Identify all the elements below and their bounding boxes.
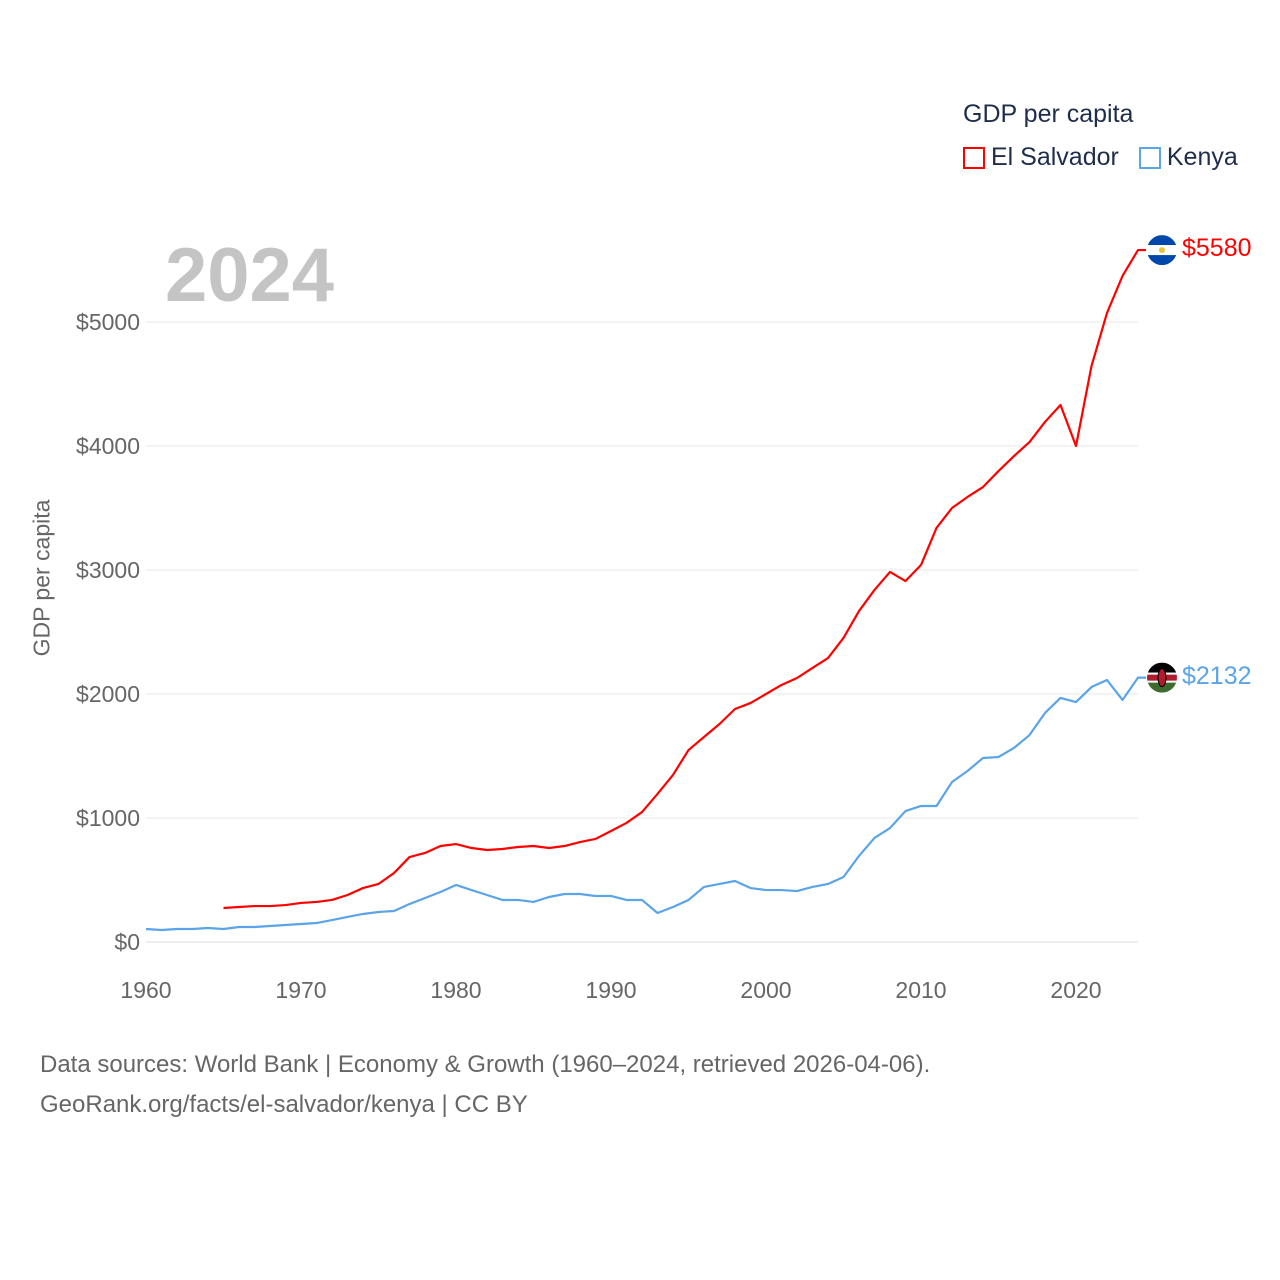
y-tick-label: $2000 [76, 681, 140, 707]
x-tick-label: 1980 [430, 977, 481, 1003]
x-tick-label: 2000 [740, 977, 791, 1003]
end-value-kenya: $2132 [1182, 661, 1252, 690]
x-tick-label: 2010 [895, 977, 946, 1003]
legend-swatch [963, 146, 985, 169]
year-watermark: 2024 [165, 233, 335, 318]
legend: El Salvador Kenya [963, 143, 1238, 172]
legend-item-kenya[interactable]: Kenya [1138, 143, 1238, 172]
x-tick-label: 1970 [275, 977, 326, 1003]
series-line-el-salvador [223, 248, 1146, 910]
x-tick-label: 1960 [120, 977, 171, 1003]
source-line-2: GeoRank.org/facts/el-salvador/kenya | CC… [40, 1091, 528, 1118]
source-line-1: Data sources: World Bank | Economy & Gro… [40, 1051, 931, 1078]
legend-title: GDP per capita [963, 100, 1134, 128]
kenya-flag-icon [1147, 662, 1177, 693]
y-tick-label: $0 [114, 929, 140, 955]
el-salvador-flag-icon [1147, 235, 1177, 266]
x-tick-label: 2020 [1050, 977, 1101, 1003]
source-note: Data sources: World Bank | Economy & Gro… [40, 1045, 930, 1125]
legend-label: El Salvador [991, 143, 1119, 171]
end-value-el-salvador: $5580 [1182, 234, 1252, 263]
x-tick-label: 1990 [585, 977, 636, 1003]
y-tick-label: $3000 [76, 557, 140, 583]
legend-item-el-salvador[interactable]: El Salvador [963, 143, 1119, 172]
y-axis-label: GDP per capita [28, 499, 55, 657]
legend-swatch [1138, 146, 1161, 169]
y-tick-label: $5000 [76, 309, 140, 335]
y-tick-label: $4000 [76, 433, 140, 459]
y-tick-label: $1000 [76, 805, 140, 831]
series-line-kenya [145, 676, 1146, 932]
legend-label: Kenya [1166, 143, 1238, 171]
